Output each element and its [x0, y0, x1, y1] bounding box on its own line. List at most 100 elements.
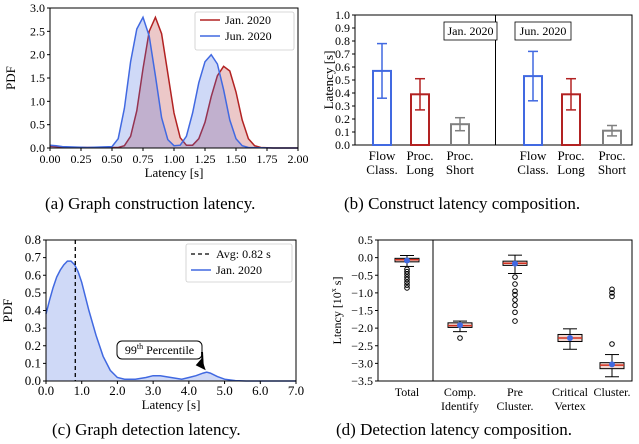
legend-box: [194, 11, 295, 51]
group-label-box-0: [443, 21, 498, 41]
x-tick-label-line1: Proc.: [446, 148, 473, 163]
x-tick-label: 2.0: [109, 383, 125, 398]
x-tick-label-line1: Comp.: [444, 385, 476, 399]
x-axis-label: Latency [s]: [142, 397, 201, 412]
y-tick-label: −3.5: [351, 374, 373, 388]
caption-b: (b) Construct latency composition.: [344, 194, 581, 213]
box-flier: [512, 291, 518, 298]
y-tick-label: 0.2: [25, 338, 41, 353]
box-flier: [404, 285, 410, 291]
y-tick-label: 0.5: [25, 285, 41, 300]
legend-box: [185, 243, 293, 283]
x-tick-label: 0.00: [40, 152, 61, 166]
x-tick-label-line2: Short: [598, 162, 627, 177]
y-tick-label: −3.0: [351, 356, 373, 370]
x-tick-label: 0.75: [133, 152, 154, 166]
y-tick-label: 0.6: [25, 267, 42, 282]
series-line-0: [45, 260, 296, 382]
y-tick-label: 2.5: [30, 24, 45, 38]
x-tick-label: 4.0: [181, 383, 197, 398]
caption-d: (d) Detection latency composition.: [336, 420, 573, 439]
box-flier: [512, 288, 518, 294]
y-tick-label: −0.5: [351, 268, 373, 282]
group-label-box-1: [514, 21, 572, 41]
box-mean: [404, 257, 410, 264]
y-axis-label: PDF: [0, 299, 15, 323]
x-tick-label-line1: Total: [395, 385, 420, 399]
y-tick-label: 1.5: [30, 71, 45, 85]
x-tick-label-line2: Vertex: [554, 399, 585, 413]
box-flier: [404, 268, 410, 275]
y-tick-label: −2.0: [351, 321, 373, 335]
group-label-1: Jun. 2020: [520, 24, 567, 38]
x-tick-label: 1.0: [74, 383, 90, 398]
x-tick-label-line2: Class.: [517, 162, 548, 177]
x-tick-label-line1: Proc.: [598, 148, 625, 163]
y-tick-label: 3.0: [30, 1, 45, 15]
box-flier: [404, 279, 410, 286]
y-tick-label: 1.0: [30, 94, 45, 108]
x-tick-label: 0.0: [38, 383, 54, 398]
x-tick-label-line1: Flow: [520, 148, 547, 163]
x-tick-label: 0.25: [71, 152, 92, 166]
y-tick-label: 0.5: [358, 233, 373, 247]
x-tick-label-line1: Proc.: [406, 148, 433, 163]
box-mean: [457, 322, 463, 329]
y-tick-label: 0.8: [335, 34, 350, 48]
panel-b-construct-latency-bars: 0.00.10.20.30.40.50.60.70.80.91.0 Latency…: [321, 8, 633, 177]
y-tick-label: 0.1: [335, 125, 350, 139]
panel-c-graph-detection-pdf: 0.0 1.0 2.0 3.0 4.0 5.0 6.0 7.0 0.0 0.1 0.2 0.3 0.4 0…: [0, 232, 304, 412]
annotation-text: 99th Percentile: [125, 342, 194, 357]
series-line-1: [49, 15, 298, 149]
box-flier: [512, 281, 518, 287]
box-flier: [457, 335, 463, 341]
y-tick-label: 2.0: [30, 48, 45, 62]
annotation-arrow-head: [195, 358, 206, 371]
box-mean: [567, 334, 573, 341]
x-tick-label: 1.50: [226, 152, 247, 166]
y-tick-label: 1.0: [335, 8, 350, 22]
box-flier: [609, 286, 615, 293]
y-tick-label: 0.6: [335, 60, 350, 74]
x-tick-label: 2.00: [288, 152, 309, 166]
x-tick-label-line2: Long: [557, 162, 585, 177]
box-flier: [512, 309, 518, 316]
box-flier: [512, 274, 518, 280]
box-mean: [609, 361, 615, 368]
panel-a-graph-construction-pdf: 0.00 0.25 0.50 0.75 1.00 1.25 1.50 1.75 2.00 0.0 0…: [3, 1, 309, 180]
x-tick-label-line2: Cluster.: [496, 399, 533, 413]
x-tick-label: 5.0: [216, 383, 232, 398]
box-flier: [404, 274, 410, 280]
group-label-0: Jan. 2020: [448, 24, 494, 38]
x-tick-label-line2: Class.: [366, 162, 397, 177]
legend-label-1: Jun. 2020: [225, 29, 272, 43]
box-flier: [512, 302, 518, 309]
y-tick-label: 0.4: [335, 86, 350, 100]
x-tick-label-line1: Critical: [552, 385, 589, 399]
y-tick-label: 0.7: [25, 250, 42, 265]
y-tick-label: −1.0: [351, 286, 373, 300]
box-flier: [404, 276, 410, 283]
box-flier: [609, 293, 615, 300]
x-axis-label: Latency [s]: [145, 165, 204, 180]
y-tick-label: 0.3: [25, 320, 41, 335]
series-fill-0: [46, 261, 296, 381]
y-tick-label: 0.3: [335, 99, 350, 113]
y-axis-label: PDF: [3, 66, 18, 90]
annotation-box: [116, 340, 203, 360]
x-tick-label-line1: Cluster.: [593, 385, 630, 399]
y-tick-label: 0.0: [30, 141, 45, 155]
caption-a: (a) Graph construction latency.: [45, 194, 256, 213]
box-mean: [512, 260, 518, 267]
x-tick-label-line2: Short: [446, 162, 475, 177]
box-flier: [609, 341, 615, 347]
x-tick-label: 1.75: [257, 152, 278, 166]
y-tick-label: 0.9: [335, 21, 350, 35]
y-tick-label: 0.1: [25, 355, 41, 370]
x-tick-label: 0.50: [102, 152, 123, 166]
x-tick-label: 1.00: [164, 152, 185, 166]
y-tick-label: 0.4: [25, 303, 42, 318]
caption-c: (c) Graph detection latency.: [52, 420, 241, 439]
box-flier: [404, 271, 410, 277]
